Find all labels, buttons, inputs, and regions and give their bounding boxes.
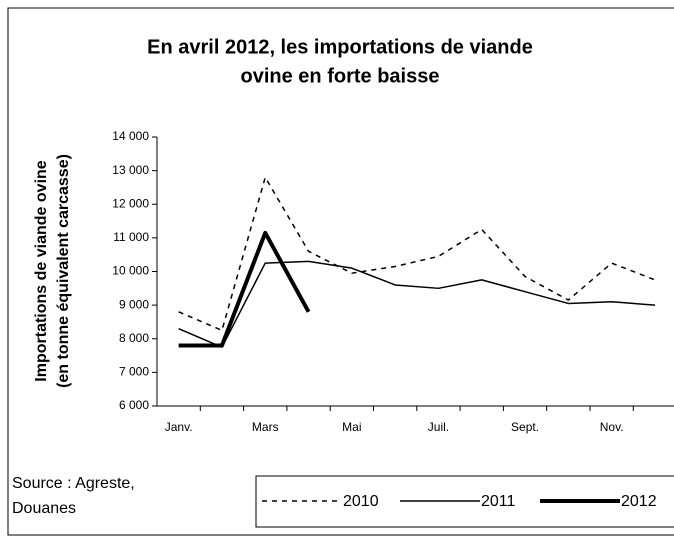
y-tick-label: 13 000 [112, 163, 149, 177]
legend-label: 2012 [621, 493, 657, 510]
x-tick-label: Mars [252, 420, 279, 434]
y-tick-label: 14 000 [112, 129, 149, 143]
y-tick-label: 12 000 [112, 196, 149, 210]
x-tick-label: Juil. [428, 420, 449, 434]
source: Douanes [12, 500, 76, 517]
chart-title: En avril 2012, les importations de viand… [147, 36, 533, 58]
series-line [178, 176, 656, 332]
y-tick-label: 7 000 [119, 365, 149, 379]
x-tick-label: Mai [342, 420, 361, 434]
chart-border [7, 7, 674, 536]
legend-label: 2010 [343, 493, 379, 510]
y-axis-label: Importations de viande ovine [33, 160, 50, 381]
chart-title: ovine en forte baisse [241, 65, 440, 87]
y-tick-label: 6 000 [119, 398, 149, 412]
x-tick-label: Nov. [600, 420, 624, 434]
y-tick-label: 9 000 [119, 297, 149, 311]
series-line [178, 260, 656, 348]
y-axis-label: (en tonne équivalent carcasse) [55, 154, 72, 388]
source: Source : Agreste, [12, 475, 135, 492]
series-line [178, 230, 311, 348]
y-tick-label: 11 000 [113, 230, 149, 244]
x-tick-label: Janv. [165, 420, 193, 434]
legend-box [255, 475, 674, 528]
y-tick-label: 10 000 [112, 264, 149, 278]
x-tick-label: Sept. [511, 420, 539, 434]
y-tick-label: 8 000 [119, 331, 149, 345]
legend-label: 2011 [481, 493, 516, 510]
